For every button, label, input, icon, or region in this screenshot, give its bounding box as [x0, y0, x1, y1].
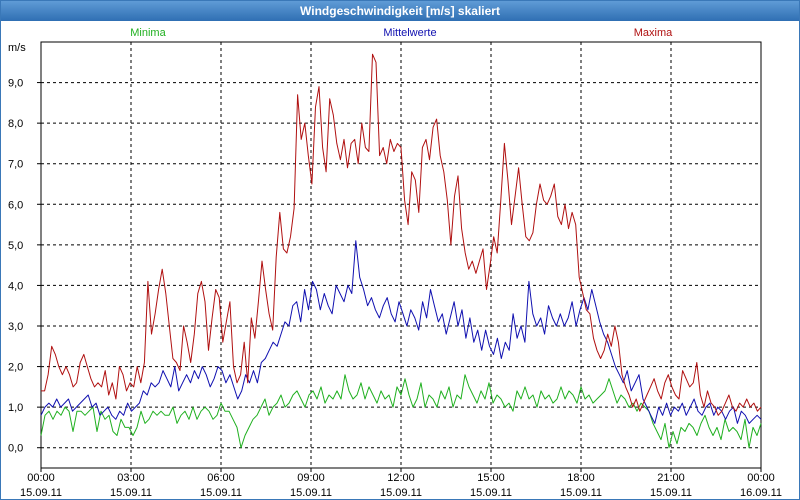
x-tick-date: 15.09.11 — [110, 487, 152, 499]
x-tick-time: 00:00 — [747, 472, 775, 484]
legend-maxima: Maxima — [634, 27, 673, 39]
x-tick-date: 15.09.11 — [200, 487, 242, 499]
grid-lines — [41, 42, 761, 468]
legend-minima: Minima — [130, 27, 166, 39]
x-tick-date: 15.09.11 — [650, 487, 692, 499]
wind-speed-chart: m/s 0,0 1,0 2,0 3,0 4,0 5,0 6,0 7,0 8,0 9,0 00:00… — [8, 27, 782, 499]
x-tick-date: 15.09.11 — [470, 487, 512, 499]
y-tick-label: 1,0 — [8, 402, 23, 414]
y-tick-label: 4,0 — [8, 280, 23, 292]
x-tick-time: 06:00 — [207, 472, 235, 484]
series-line-minima — [40, 374, 762, 449]
x-tick-time: 21:00 — [657, 472, 685, 484]
x-tick-date: 15.09.11 — [380, 487, 422, 499]
y-tick-label: 9,0 — [8, 78, 23, 90]
y-tick-label: 8,0 — [8, 118, 23, 130]
x-tick-time: 15:00 — [477, 472, 505, 484]
x-axis: 00:00 15.09.11 03:00 15.09.11 06:00 15.09.11 0… — [20, 468, 782, 499]
y-tick-label: 7,0 — [8, 159, 23, 171]
legend-mittelwerte: Mittelwerte — [383, 27, 436, 39]
y-axis-label: m/s — [8, 42, 26, 54]
y-tick-label: 0,0 — [8, 443, 23, 455]
x-tick-date: 16.09.11 — [740, 487, 782, 499]
y-tick-label: 6,0 — [8, 199, 23, 211]
x-tick-time: 03:00 — [117, 472, 145, 484]
x-tick-date: 15.09.11 — [290, 487, 332, 499]
y-tick-label: 3,0 — [8, 321, 23, 333]
x-tick-date: 15.09.11 — [560, 487, 602, 499]
x-tick-date: 15.09.11 — [20, 487, 62, 499]
legend: Minima Mittelwerte Maxima — [130, 27, 673, 39]
y-tick-label: 2,0 — [8, 362, 23, 374]
x-tick-time: 18:00 — [567, 472, 595, 484]
series-lines — [40, 53, 762, 449]
x-tick-time: 12:00 — [387, 472, 415, 484]
x-tick-time: 09:00 — [297, 472, 325, 484]
series-line-mittelwerte — [40, 240, 762, 424]
x-tick-time: 00:00 — [27, 472, 55, 484]
window-title: Windgeschwindigkeit [m/s] skaliert — [1, 1, 799, 21]
y-tick-label: 5,0 — [8, 240, 23, 252]
y-axis: m/s 0,0 1,0 2,0 3,0 4,0 5,0 6,0 7,0 8,0 9,0 — [8, 42, 41, 455]
series-line-maxima — [41, 53, 762, 416]
